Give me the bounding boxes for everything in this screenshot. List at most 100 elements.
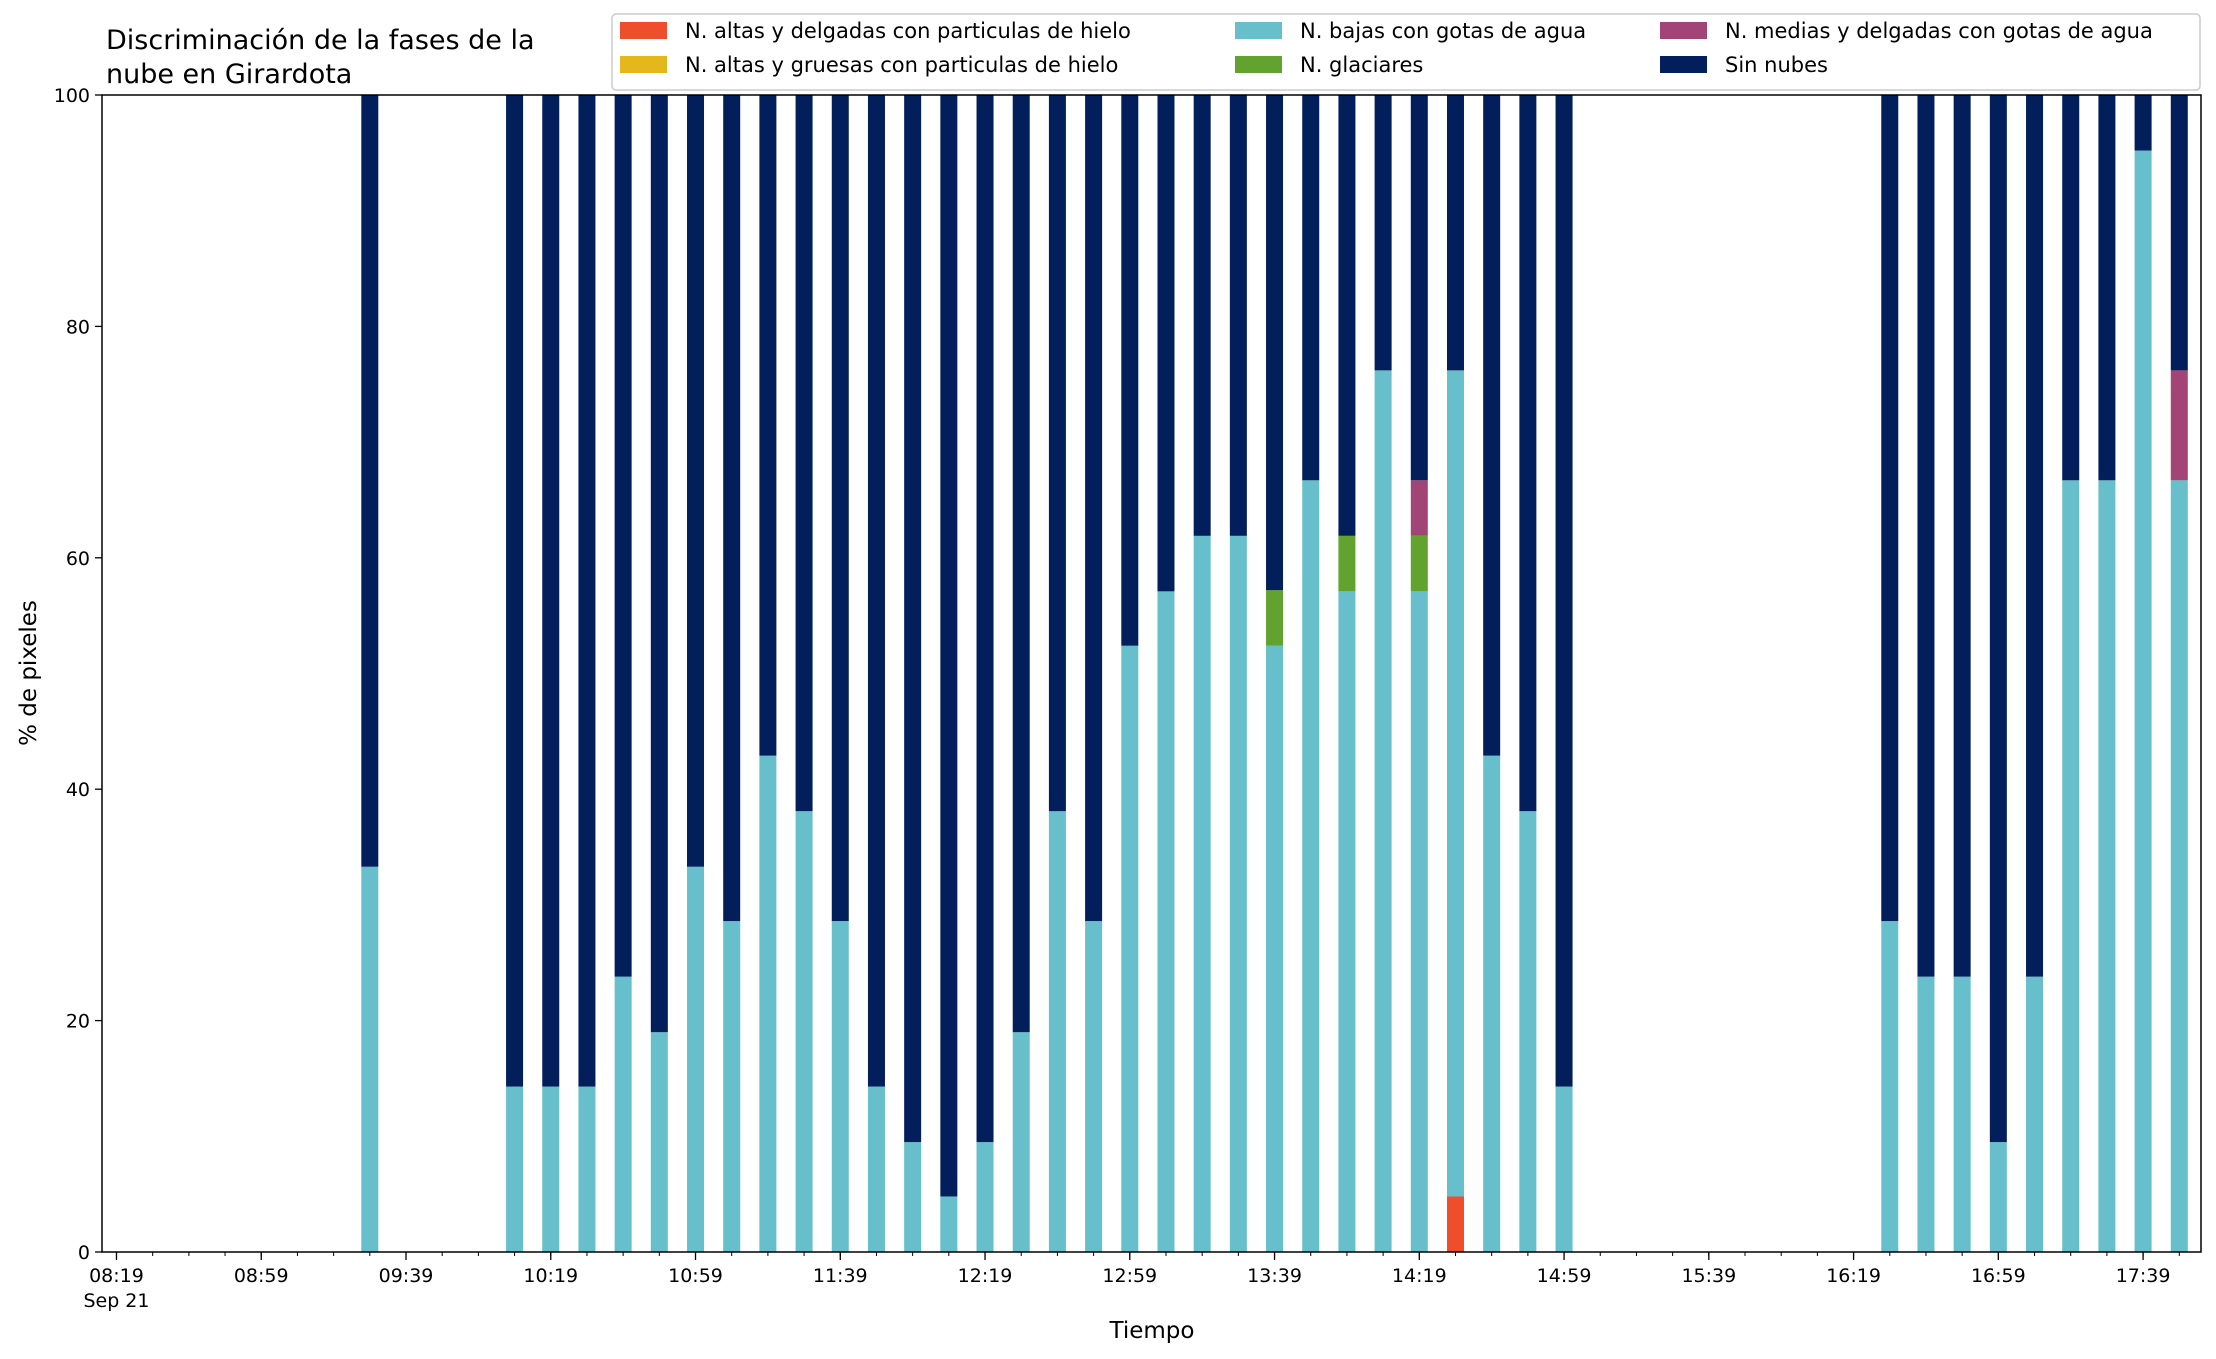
bar-segment-n-bajas-agua (1953, 976, 1971, 1252)
x-tick-label: 14:59 (1537, 1265, 1592, 1287)
bar-segment-sin-nubes (1917, 95, 1935, 977)
legend-swatch (1660, 56, 1707, 73)
x-tick-label: 08:19 (89, 1265, 144, 1287)
bar-segment-n-bajas-agua (2026, 976, 2044, 1252)
bar-segment-n-bajas-agua (1917, 976, 1935, 1252)
bar-segment-n-bajas-agua (904, 1142, 922, 1252)
y-tick-label: 20 (66, 1011, 90, 1033)
bar-segment-sin-nubes (940, 95, 958, 1197)
bar-segment-sin-nubes (506, 95, 524, 1087)
x-tick-label: 10:59 (668, 1265, 723, 1287)
bar-segment-sin-nubes (2098, 95, 2116, 481)
bar-segment-n-glaciares (1410, 535, 1428, 592)
legend-swatch (1660, 22, 1707, 39)
bar-segment-sin-nubes (831, 95, 849, 922)
bar-segment-sin-nubes (1953, 95, 1971, 977)
bar-segment-sin-nubes (1410, 95, 1428, 481)
bar-segment-n-bajas-agua (1229, 535, 1247, 1252)
bar-segment-sin-nubes (1193, 95, 1211, 536)
legend-label: N. medias y delgadas con gotas de agua (1725, 19, 2153, 43)
bar-segment-n-bajas-agua (578, 1086, 596, 1252)
bar-segment-n-bajas-agua (1519, 811, 1537, 1252)
bar-segment-n-bajas-agua (1989, 1142, 2007, 1252)
legend-label: N. altas y gruesas con particulas de hie… (685, 53, 1118, 77)
bar-segment-n-bajas-agua (1555, 1086, 1573, 1252)
bar-segment-sin-nubes (1229, 95, 1247, 536)
x-tick-label: 08:59 (234, 1265, 289, 1287)
bar-segment-n-bajas-agua (1338, 591, 1356, 1252)
bar-segment-n-bajas-agua (723, 921, 741, 1252)
bar-segment-sin-nubes (578, 95, 596, 1087)
bars-group (361, 95, 2188, 1252)
bar-segment-sin-nubes (723, 95, 741, 922)
bar-segment-n-medias-delgadas-agua (1410, 480, 1428, 536)
bar-segment-sin-nubes (2026, 95, 2044, 977)
bar-segment-sin-nubes (1881, 95, 1899, 922)
bar-segment-sin-nubes (542, 95, 560, 1087)
bar-segment-n-bajas-agua (1881, 921, 1899, 1252)
bar-segment-sin-nubes (2062, 95, 2080, 481)
bar-segment-n-bajas-agua (614, 976, 632, 1252)
bar-segment-n-bajas-agua (1012, 1032, 1030, 1252)
x-tick-label: 14:19 (1392, 1265, 1447, 1287)
legend: N. altas y delgadas con particulas de hi… (611, 13, 2201, 91)
bar-segment-n-bajas-agua (2062, 480, 2080, 1252)
legend-label: N. glaciares (1300, 53, 1423, 77)
bar-segment-sin-nubes (1048, 95, 1066, 812)
bar-segment-sin-nubes (795, 95, 813, 812)
y-tick-label: 60 (66, 548, 90, 570)
bar-segment-n-altas-delgadas-hielo (1446, 1196, 1464, 1252)
bar-segment-sin-nubes (1446, 95, 1464, 371)
x-tick-label: 09:39 (379, 1265, 434, 1287)
bar-segment-sin-nubes (1157, 95, 1175, 592)
bar-segment-n-medias-delgadas-agua (2170, 370, 2188, 481)
legend-swatch (620, 56, 667, 73)
x-tick-label: 13:39 (1247, 1265, 1302, 1287)
legend-swatch (1235, 22, 1282, 39)
bar-segment-sin-nubes (759, 95, 777, 756)
x-axis-label: Tiempo (1109, 1318, 1195, 1344)
bar-segment-sin-nubes (650, 95, 668, 1033)
legend-label: N. bajas con gotas de agua (1300, 19, 1586, 43)
x-tick-label: 12:59 (1102, 1265, 1157, 1287)
bar-segment-n-bajas-agua (361, 866, 379, 1252)
bar-segment-n-bajas-agua (940, 1196, 958, 1252)
legend-swatch (1235, 56, 1282, 73)
bar-segment-sin-nubes (904, 95, 922, 1143)
y-tick-label: 100 (54, 85, 90, 107)
y-tick-label: 80 (66, 316, 90, 338)
bar-segment-sin-nubes (1989, 95, 2007, 1143)
bar-segment-sin-nubes (1266, 95, 1284, 591)
plot-frame (101, 94, 2202, 1253)
bar-segment-n-bajas-agua (650, 1032, 668, 1252)
bar-segment-sin-nubes (1483, 95, 1501, 756)
bar-segment-sin-nubes (1121, 95, 1139, 646)
y-axis-label: % de pixeles (16, 600, 42, 746)
bar-segment-n-bajas-agua (2134, 150, 2152, 1252)
bar-segment-n-bajas-agua (1085, 921, 1103, 1252)
bar-segment-sin-nubes (2134, 95, 2152, 151)
bar-segment-n-bajas-agua (2170, 480, 2188, 1252)
bar-segment-n-bajas-agua (1157, 591, 1175, 1252)
x-tick-label: 16:19 (1826, 1265, 1881, 1287)
bar-segment-sin-nubes (1519, 95, 1537, 812)
bar-segment-n-bajas-agua (1446, 370, 1464, 1197)
x-tick-label: 10:19 (523, 1265, 578, 1287)
legend-box (611, 13, 2201, 91)
bar-segment-n-bajas-agua (1410, 591, 1428, 1252)
bar-segment-n-bajas-agua (1483, 755, 1501, 1252)
x-tick-label: 12:19 (958, 1265, 1013, 1287)
x-tick-label: 16:59 (1971, 1265, 2026, 1287)
legend-label: Sin nubes (1725, 53, 1828, 77)
bar-segment-n-bajas-agua (542, 1086, 560, 1252)
bar-segment-n-bajas-agua (687, 866, 705, 1252)
legend-swatch (620, 22, 667, 39)
x-tick-label: 17:39 (2116, 1265, 2171, 1287)
chart-title-line: Discriminación de la fases de la (106, 25, 535, 56)
x-axis: 08:19 Sep 21 08:59 09:39 10:19 10:59 11:39 12:1… (83, 1252, 2180, 1312)
bar-segment-sin-nubes (976, 95, 994, 1143)
bar-segment-n-bajas-agua (1374, 370, 1392, 1252)
